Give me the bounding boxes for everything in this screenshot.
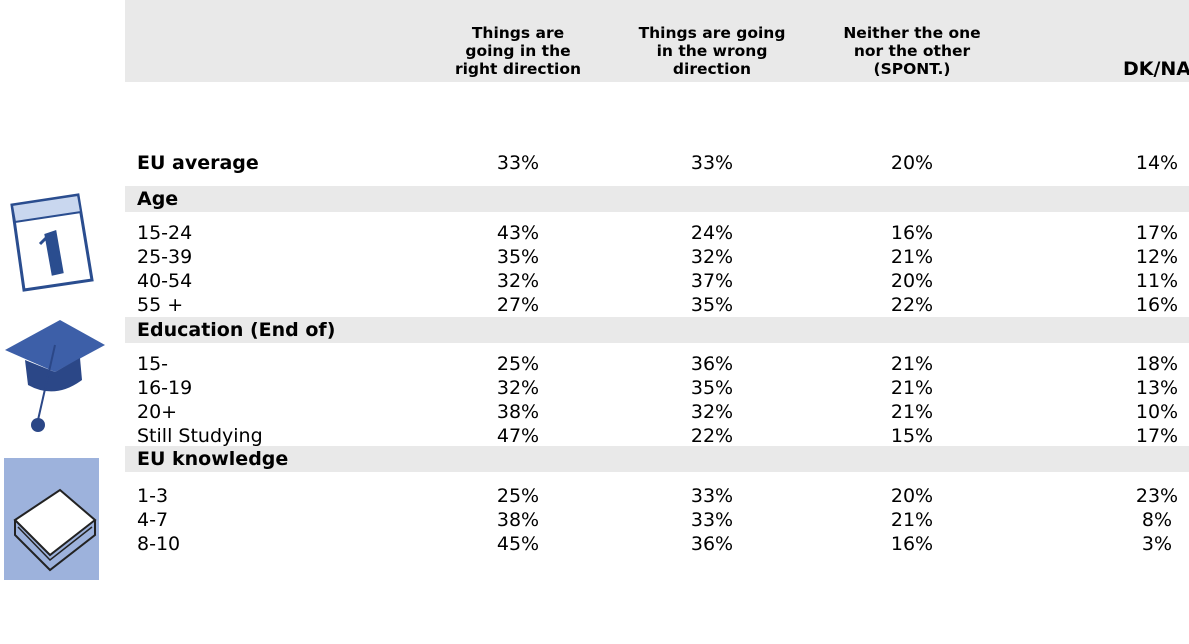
cell-value: 21% [890,246,934,268]
graduation-cap-icon [5,320,105,432]
header-line: DK/NA [1122,58,1189,80]
cell-value: 21% [890,509,934,531]
cell-value: 25% [496,485,540,507]
cell-value: 27% [496,294,540,316]
header-line: Neither the one [843,24,981,42]
cell-value: 10% [1135,401,1179,423]
cell-value: 22% [890,294,934,316]
section-title: EU knowledge [137,448,289,470]
cell-value: 32% [496,377,540,399]
book-icon [4,458,99,580]
header-line: in the wrong [656,42,768,60]
calendar-icon [10,193,94,292]
row-label: 4-7 [137,509,169,531]
cell-value: 32% [690,246,734,268]
column-header: Things are going in the wrong direction [612,24,812,78]
row-label: 20+ [137,401,178,423]
header: Things are going in the right direction Thi… [0,0,1189,80]
row-label: 1-3 [137,485,169,507]
column-header: Things are going in the right direction [418,24,618,78]
row-label: 55 + [137,294,184,316]
cell-value: 23% [1135,485,1179,507]
cell-value: 35% [690,294,734,316]
cell-value: 22% [690,425,734,447]
cell-value: 20% [890,485,934,507]
cell-value: 21% [890,401,934,423]
cell-value: 38% [496,509,540,531]
cell-value: 17% [1135,425,1179,447]
section-band [125,186,1189,212]
cell-value: 20% [890,270,934,292]
header-line: going in the [465,42,571,60]
cell-value: 45% [496,533,540,555]
cell-value: 32% [496,270,540,292]
cell-value: 12% [1135,246,1179,268]
cell-value: 24% [690,222,734,244]
cell-value: 11% [1135,270,1179,292]
cell-value: 37% [690,270,734,292]
cell-value: 32% [690,401,734,423]
row-label: Still Studying [137,425,263,447]
cell-value: 15% [890,425,934,447]
row-label: 15-24 [137,222,193,244]
cell-value: 16% [1135,294,1179,316]
cell-value: 20% [890,152,934,174]
row-label: 15- [137,353,169,375]
column-header: Neither the one nor the other (SPONT.) [812,24,1012,78]
cell-value: 16% [890,533,934,555]
cell-value: 33% [496,152,540,174]
cell-value: 33% [690,485,734,507]
cell-value: 13% [1135,377,1179,399]
header-line: nor the other [853,42,971,60]
header-band [125,0,1189,82]
section-title: Age [137,188,179,210]
row-label: 16-19 [137,377,193,399]
header-line: direction [672,60,752,78]
cell-value: 3% [1141,533,1173,555]
cell-value: 25% [496,353,540,375]
cell-value: 35% [496,246,540,268]
cell-value: 38% [496,401,540,423]
cell-value: 17% [1135,222,1179,244]
row-label: EU average [137,152,259,174]
header-line: (SPONT.) [873,60,951,78]
cell-value: 33% [690,509,734,531]
header-line: Things are going [638,24,786,42]
section-band [125,446,1189,472]
row-label: 8-10 [137,533,181,555]
cell-value: 21% [890,353,934,375]
row-label: 40-54 [137,270,193,292]
cell-value: 36% [690,533,734,555]
column-header: DK/NA [1057,58,1189,80]
header-line: right direction [454,60,582,78]
cell-value: 18% [1135,353,1179,375]
cell-value: 47% [496,425,540,447]
section-band [125,317,1189,343]
cell-value: 43% [496,222,540,244]
cell-value: 36% [690,353,734,375]
cell-value: 35% [690,377,734,399]
section-title: Education (End of) [137,319,336,341]
cell-value: 21% [890,377,934,399]
cell-value: 16% [890,222,934,244]
icons [4,193,105,580]
cell-value: 33% [690,152,734,174]
row-label: 25-39 [137,246,193,268]
cell-value: 14% [1135,152,1179,174]
cell-value: 8% [1141,509,1173,531]
header-line: Things are [471,24,565,42]
